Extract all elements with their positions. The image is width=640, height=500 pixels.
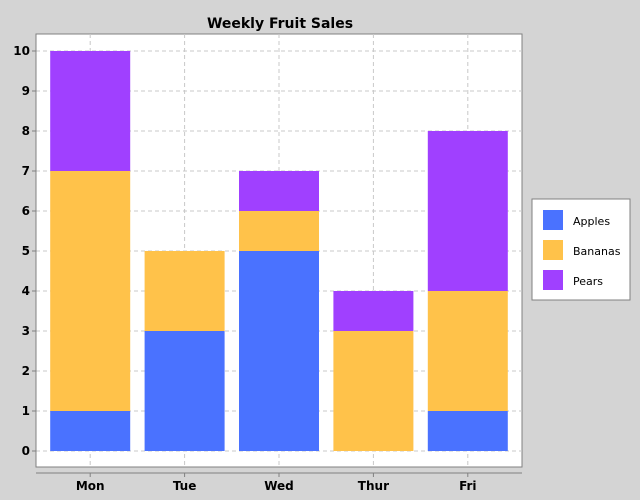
y-tick-label: 4 [22,284,30,298]
legend-label-bananas: Bananas [573,245,621,258]
x-tick-label: Mon [76,479,105,493]
legend-swatch-bananas [543,240,563,260]
bar-pears-thur [333,291,414,331]
bar-apples-tue [144,331,225,451]
y-tick-label: 1 [22,404,30,418]
legend: Apples Bananas Pears [531,198,631,301]
x-tick-label: Fri [459,479,476,493]
y-axis: 0 1 2 3 4 5 6 7 8 9 10 [13,34,37,467]
y-tick-label: 5 [22,244,30,258]
y-tick-label: 7 [22,164,30,178]
legend-label-apples: Apples [573,215,610,228]
bar-bananas-mon [50,171,131,411]
chart-title: Weekly Fruit Sales [207,16,353,32]
bar-bananas-thur [333,331,414,451]
x-tick-label: Tue [173,479,197,493]
bar-pears-mon [50,51,131,171]
legend-label-pears: Pears [573,275,603,288]
legend-swatch-apples [543,210,563,230]
bar-bananas-wed [239,211,319,251]
bar-apples-fri [427,411,508,451]
y-tick-label: 0 [22,444,30,458]
x-tick-label: Wed [264,479,294,493]
x-tick-label: Thur [358,479,389,493]
legend-swatch-pears [543,270,563,290]
bar-apples-mon [50,411,131,451]
bar-bananas-tue [144,251,225,331]
bar-bananas-fri [427,291,508,411]
bar-pears-fri [427,131,508,291]
y-tick-label: 10 [13,44,30,58]
x-axis: Mon Tue Wed Thur Fri [36,472,522,493]
y-tick-label: 9 [22,84,30,98]
y-tick-label: 2 [22,364,30,378]
y-tick-label: 6 [22,204,30,218]
y-tick-label: 3 [22,324,30,338]
bar-apples-wed [239,251,319,451]
bars-group [50,51,508,451]
bar-pears-wed [239,171,319,211]
y-tick-label: 8 [22,124,30,138]
